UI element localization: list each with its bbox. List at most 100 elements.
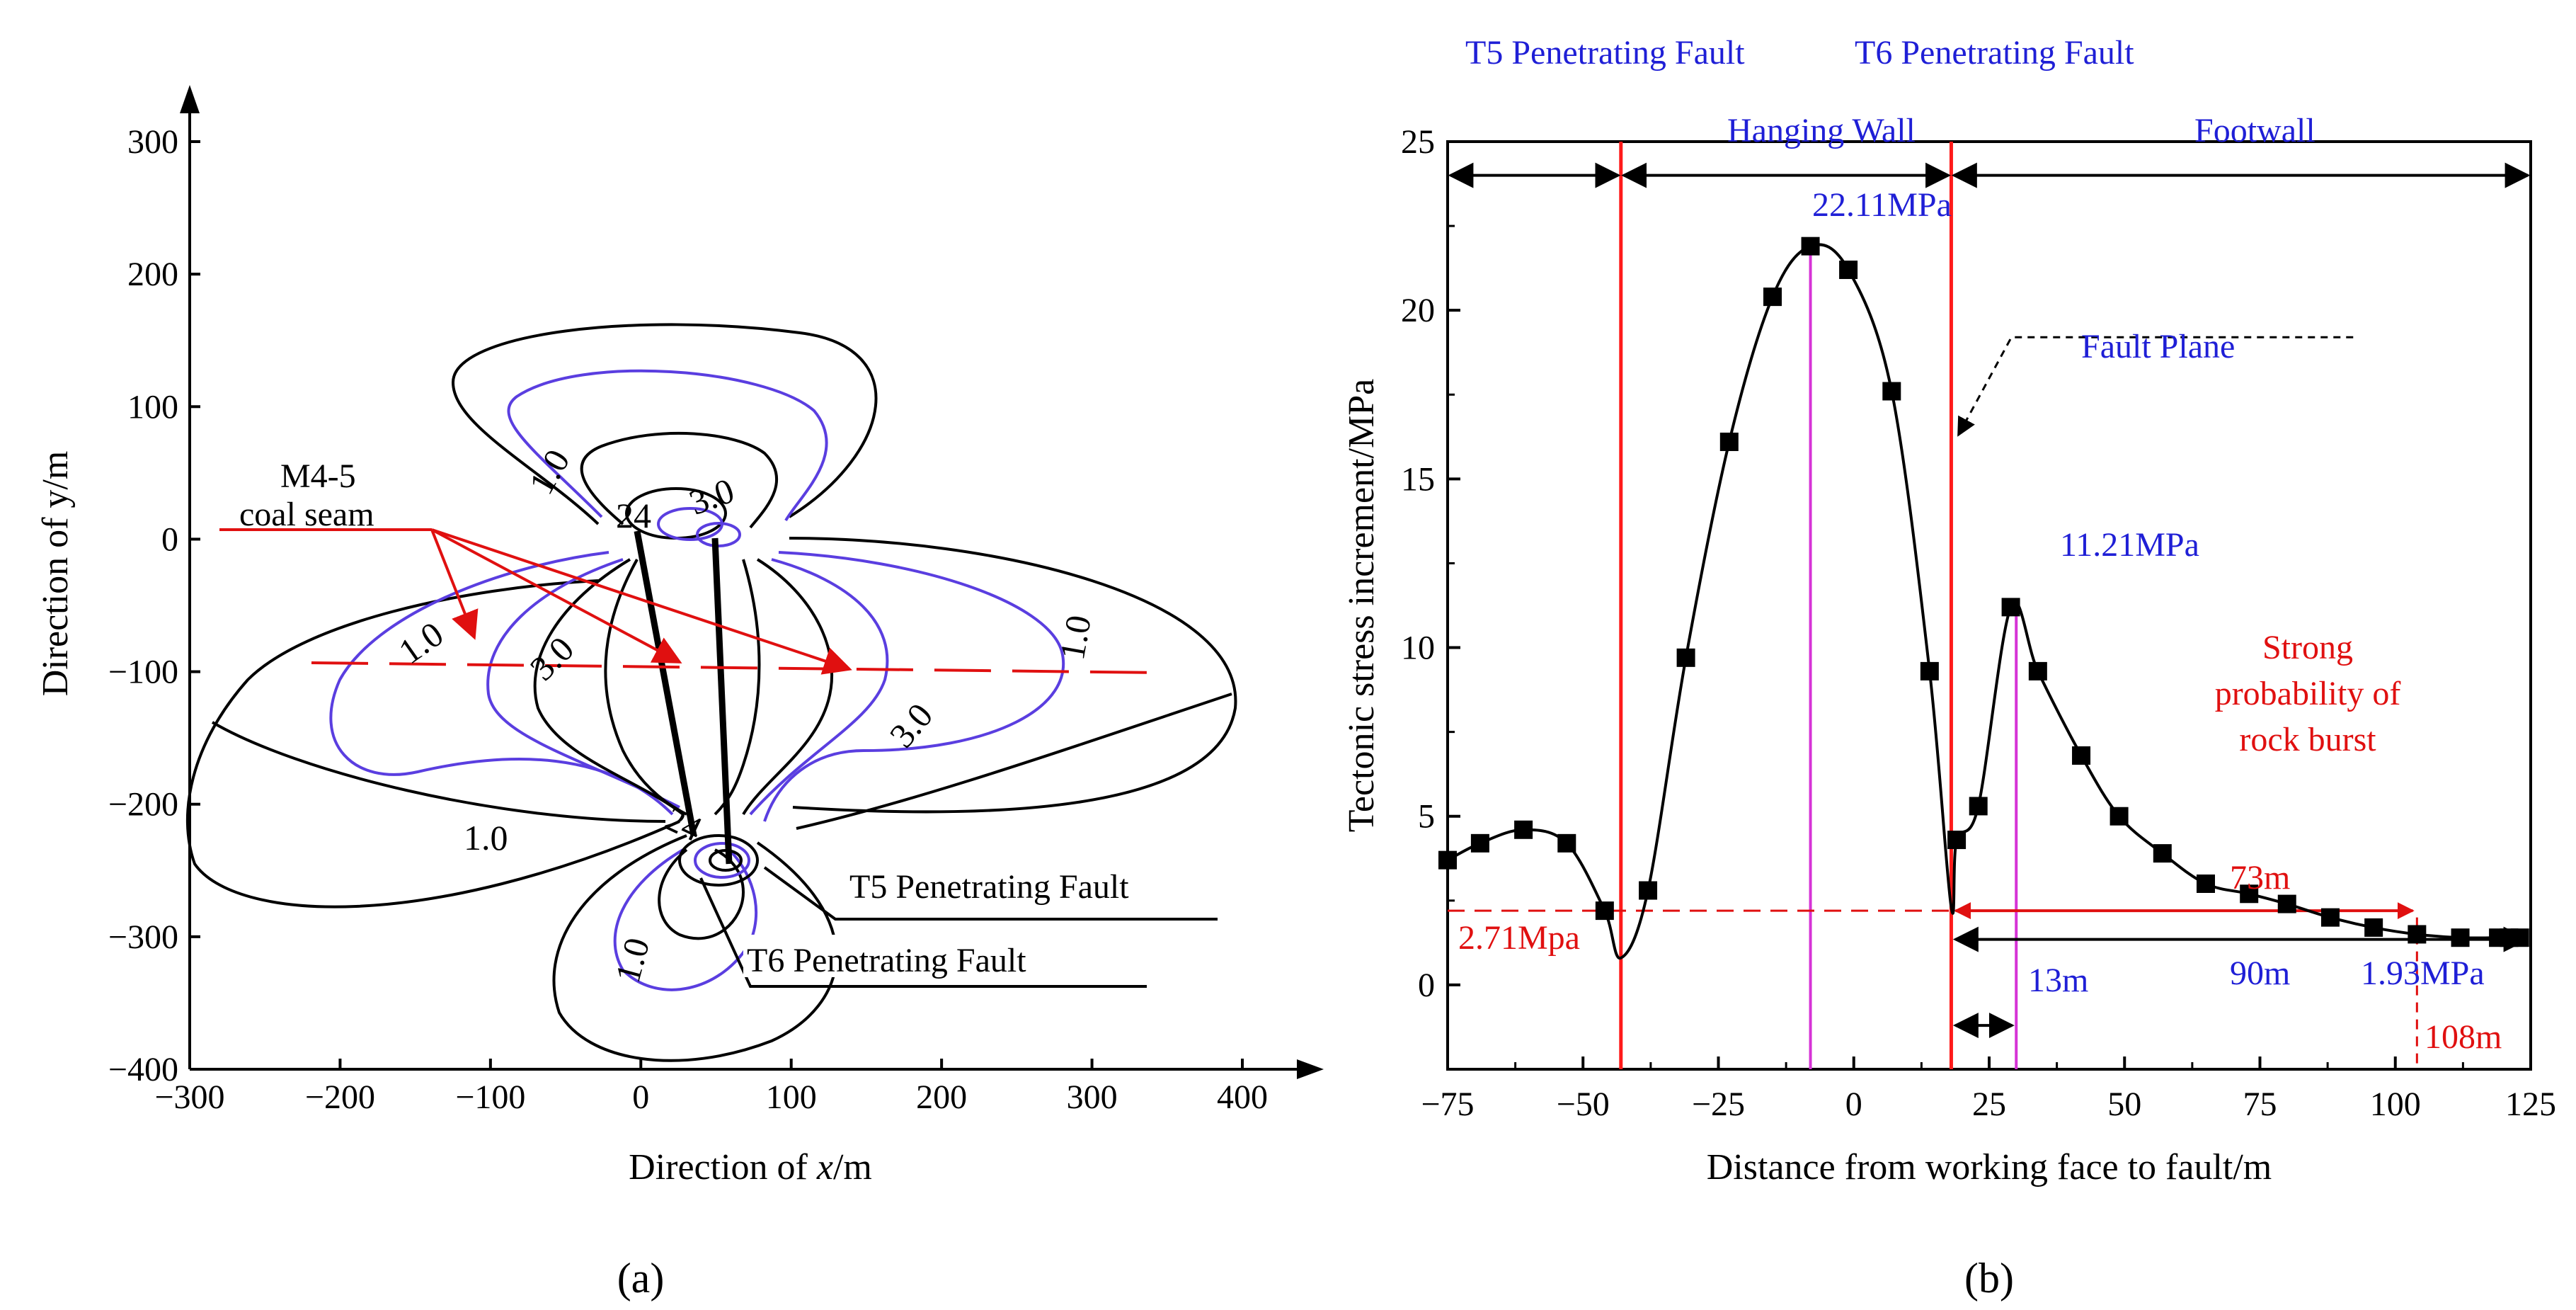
contour-blue-bottom-1 [613, 848, 757, 991]
y-tick-label: 25 [1401, 123, 1435, 161]
x-tick-label: −50 [1557, 1086, 1610, 1123]
y-tick-label: 200 [127, 256, 178, 293]
y-tick-label: 100 [127, 388, 178, 426]
contour-black-core-right [714, 559, 761, 816]
data-point [1920, 661, 1939, 680]
panel-a-x-label-var: x [816, 1147, 833, 1187]
data-point [2197, 875, 2215, 893]
t6-fault-label: T6 Penetrating Fault [747, 942, 1026, 979]
x-tick-label: −100 [455, 1078, 525, 1116]
contour-outer-right-lobe [789, 537, 1237, 814]
contour-label: 1.0 [521, 443, 578, 501]
x-tick-label: 50 [2107, 1086, 2141, 1123]
coal-seam-label-line2: coal seam [239, 496, 374, 533]
x-tick-label: 0 [632, 1078, 649, 1116]
panel-a-x-label-prefix: Direction of [629, 1147, 817, 1187]
contour-label: 3.0 [522, 629, 582, 688]
burst-note-line2: probability of [2215, 675, 2401, 712]
x-tick-label: 75 [2243, 1086, 2277, 1123]
contour-outer-right-tail [796, 693, 1232, 830]
x-tick-label: 0 [1845, 1086, 1862, 1123]
data-point [2001, 598, 2020, 617]
contour-loop-bottom-2 [694, 842, 750, 879]
contour-label: 1.0 [1052, 613, 1099, 663]
x-tick-label: −200 [305, 1078, 375, 1116]
distance-label-108: 108m [2425, 1018, 2502, 1056]
y-tick-label: 0 [161, 520, 178, 558]
panel-a: 1.0 1.0 1.0 1.0 1.0 3.0 3.0 3.0 24 24 M4… [35, 85, 1324, 1302]
contour-blue-right-2 [749, 558, 889, 816]
fault-trace-t6 [711, 537, 733, 865]
contour-loop-bottom-1 [678, 834, 759, 887]
coal-seam-line [311, 661, 1162, 674]
panel-a-label: (a) [617, 1255, 665, 1302]
y-tick-label: 20 [1401, 292, 1435, 329]
data-point [2153, 844, 2172, 863]
contour-black-inner-left [533, 558, 685, 816]
panel-b-y-label: Tectonic stress increment/MPa [1341, 379, 1382, 832]
data-point [2408, 925, 2427, 944]
peak-label-1: 22.11MPa [1812, 186, 1952, 224]
distance-label-90: 90m [2230, 955, 2290, 992]
distance-label-73: 73m [2230, 859, 2290, 896]
coal-seam-arrow-3 [431, 528, 852, 675]
contour-blue-top [507, 369, 828, 521]
y-tick-label: −100 [108, 654, 178, 691]
data-point [2028, 661, 2047, 680]
data-point [2320, 908, 2340, 927]
t5-fault-label: T5 Penetrating Fault [849, 868, 1129, 906]
panel-b-ticks: −75 −50 −25 0 25 50 75 100 125 0 5 10 15 20 25 [1401, 123, 2556, 1123]
contour-label: 24 [616, 496, 651, 535]
footwall-label: Footwall [2194, 112, 2315, 149]
panel-a-label-text: (a) [617, 1255, 665, 1302]
coal-seam-arrow-1 [430, 529, 479, 640]
data-point [1557, 833, 1576, 853]
data-point [2277, 894, 2296, 913]
coal-seam-label-line1: M4-5 [280, 457, 356, 495]
y-tick-label: −400 [108, 1051, 178, 1088]
x-tick-label: 100 [766, 1078, 817, 1116]
data-point [2510, 928, 2529, 947]
burst-note-line1: Strong [2262, 629, 2353, 666]
data-point [1595, 901, 1614, 921]
x-tick-label: −25 [1692, 1086, 1745, 1123]
data-point [1801, 237, 1820, 256]
t6-fault-title: T6 Penetrating Fault [1855, 34, 2134, 72]
distance-label-13: 13m [2028, 962, 2088, 999]
data-point [1882, 382, 1901, 401]
x-tick-label: 125 [2505, 1086, 2556, 1123]
t5-fault-title: T5 Penetrating Fault [1465, 34, 1745, 72]
burst-note-line3: rock burst [2239, 721, 2376, 758]
panel-a-ticks: −300 −200 −100 0 100 200 300 400−400−300−200−10… [108, 123, 1268, 1116]
t6-fault-label-bg [743, 935, 1140, 977]
t5-fault-leader [763, 866, 1218, 921]
x-tick-label: −300 [154, 1078, 224, 1116]
value-label-left: 2.71Mpa [1458, 919, 1580, 957]
y-tick-label: −300 [108, 918, 178, 956]
contour-blue-right-1 [763, 551, 1065, 822]
x-tick-label: 200 [916, 1078, 967, 1116]
data-point [2240, 884, 2259, 904]
x-tick-label: 25 [1972, 1086, 2006, 1123]
panel-b: −75 −50 −25 0 25 50 75 100 125 0 5 10 15 20 25 Tectoni… [1341, 34, 2556, 1302]
y-tick-label: −200 [108, 786, 178, 824]
data-point [1839, 261, 1858, 280]
panel-a-y-axis-arrow [180, 85, 200, 113]
y-tick-label: 15 [1401, 460, 1435, 498]
contour-black-core-left [604, 559, 687, 816]
data-point [1514, 820, 1533, 839]
contour-label: 1.0 [464, 818, 508, 858]
t6-fault-leader [699, 877, 1147, 988]
panel-a-x-axis-arrow [1297, 1059, 1324, 1079]
y-tick-label: 300 [127, 123, 178, 161]
panel-b-x-label: Distance from working face to fault/m [1707, 1147, 2272, 1187]
data-point [2072, 746, 2091, 765]
contour-label: 3.0 [684, 470, 739, 523]
contour-loop-top-3 [696, 522, 741, 547]
data-point [1947, 831, 1967, 850]
contour-black-inner-top [580, 431, 779, 529]
panel-a-x-label: Direction of x/m [629, 1147, 872, 1187]
x-tick-label: 100 [2370, 1086, 2421, 1123]
y-tick-label: 10 [1401, 630, 1435, 667]
